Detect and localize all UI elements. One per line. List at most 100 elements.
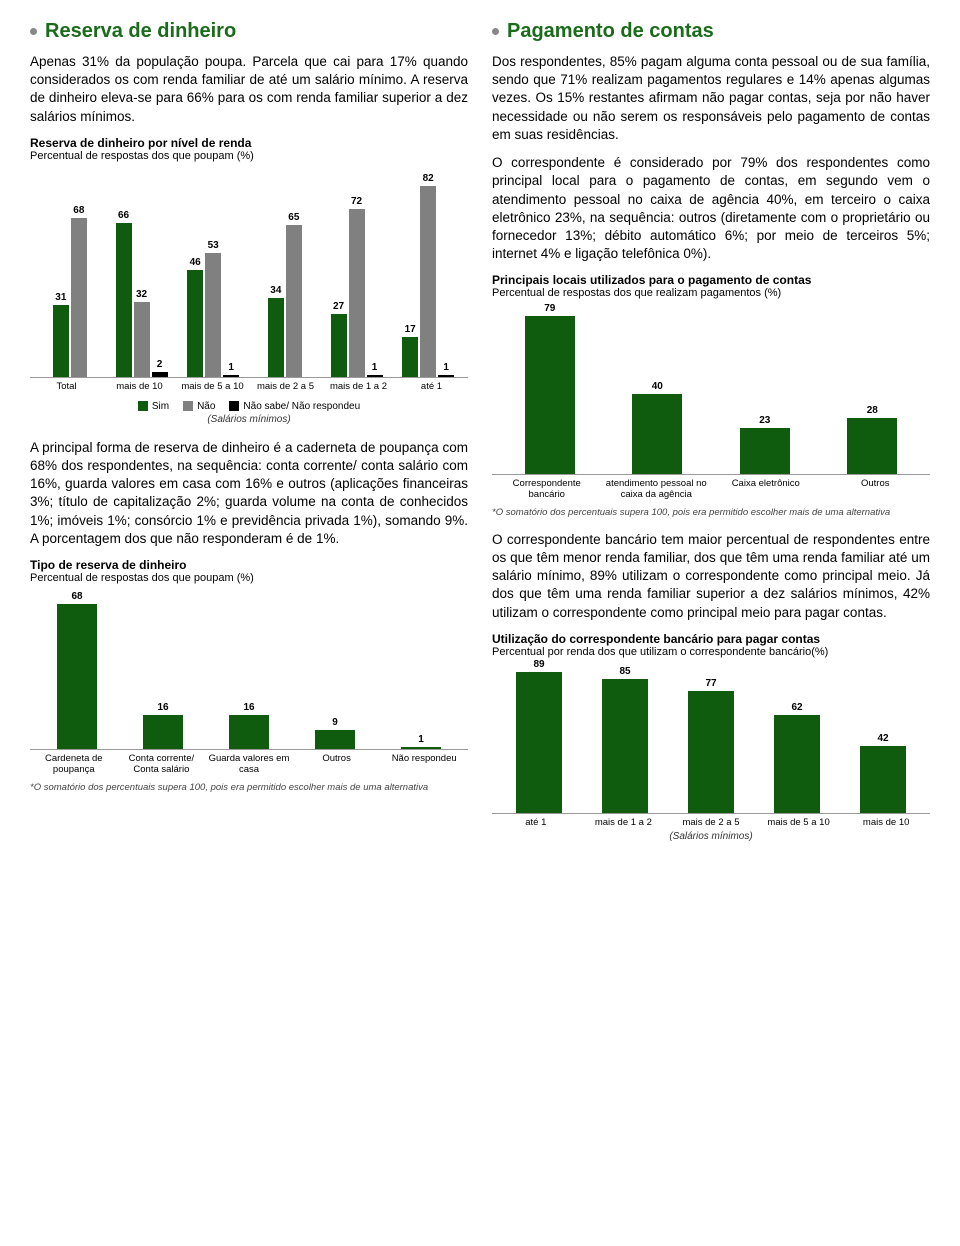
bar-value-label: 31	[55, 292, 66, 303]
bar-group: 68	[34, 591, 120, 749]
category-label: até 1	[395, 382, 468, 393]
bar-value-label: 89	[533, 659, 544, 670]
bar-value-label: 2	[157, 359, 163, 370]
bar-wrap: 1	[223, 362, 239, 377]
bar-wrap: 1	[401, 734, 441, 749]
bar-group: 16	[206, 702, 292, 749]
bar-value-label: 9	[332, 717, 338, 728]
bar	[402, 337, 418, 377]
left-title-text: Reserva de dinheiro	[45, 20, 236, 43]
bar-group: 23	[711, 415, 819, 474]
bar-value-label: 79	[544, 303, 555, 314]
bar	[187, 270, 203, 377]
bar-wrap: 1	[438, 362, 454, 377]
bar-wrap: 65	[286, 212, 302, 377]
rchart1-footnote: *O somatório dos percentuais supera 100,…	[492, 507, 930, 518]
bar-group: 85	[582, 666, 668, 813]
left-title: Reserva de dinheiro	[30, 20, 468, 43]
bar-wrap: 32	[134, 289, 150, 377]
bar-group: 17 82 1	[392, 173, 464, 377]
bar-wrap: 82	[420, 173, 436, 377]
bar-wrap: 62	[774, 702, 820, 813]
left-column: Reserva de dinheiro Apenas 31% da popula…	[30, 20, 468, 842]
bullet-icon	[30, 28, 37, 35]
bar-wrap: 77	[688, 678, 734, 813]
bar-value-label: 42	[877, 733, 888, 744]
bar-value-label: 62	[791, 702, 802, 713]
category-label: Total	[30, 382, 103, 393]
category-label: Caixa eletrônico	[711, 479, 821, 501]
bar-group: 1	[378, 734, 464, 749]
legend-swatch	[229, 401, 239, 411]
bar-value-label: 23	[759, 415, 770, 426]
bar-value-label: 32	[136, 289, 147, 300]
bar	[57, 604, 97, 749]
bar-wrap: 28	[847, 405, 897, 474]
category-label: mais de 2 a 5	[249, 382, 322, 393]
category-label: mais de 5 a 10	[755, 818, 843, 829]
chart1-subtitle: Percentual de respostas dos que poupam (…	[30, 150, 468, 162]
category-label: Outros	[821, 479, 931, 501]
category-label: atendimento pessoal no caixa da agência	[602, 479, 712, 501]
chart-tipo-reserva: Tipo de reserva de dinheiro Percentual d…	[30, 558, 468, 793]
category-label: até 1	[492, 818, 580, 829]
rchart1-title: Principais locais utilizados para o paga…	[492, 273, 930, 287]
chart2-footnote: *O somatório dos percentuais supera 100,…	[30, 782, 468, 793]
right-p2: O correspondente é considerado por 79% d…	[492, 154, 930, 263]
bar-value-label: 1	[418, 734, 424, 745]
chart2-subtitle: Percentual de respostas dos que poupam (…	[30, 572, 468, 584]
chart1-legend-note: (Salários mínimos)	[30, 414, 468, 425]
bar-value-label: 1	[228, 362, 234, 373]
chart-locais-pagamento: Principais locais utilizados para o paga…	[492, 273, 930, 518]
bar-wrap: 9	[315, 717, 355, 749]
bar-wrap: 31	[53, 292, 69, 377]
bar-group: 77	[668, 678, 754, 813]
bar-wrap: 27	[331, 301, 347, 377]
bar	[420, 186, 436, 377]
category-label: Não respondeu	[380, 754, 468, 776]
category-label: mais de 1 a 2	[580, 818, 668, 829]
page: Reserva de dinheiro Apenas 31% da popula…	[30, 20, 930, 842]
bar	[223, 375, 239, 377]
bar-wrap: 85	[602, 666, 648, 813]
bar-wrap: 46	[187, 257, 203, 377]
bar-wrap: 79	[525, 303, 575, 474]
chart1-title: Reserva de dinheiro por nível de renda	[30, 136, 468, 150]
bullet-icon	[492, 28, 499, 35]
bar-wrap: 23	[740, 415, 790, 474]
bar	[315, 730, 355, 749]
legend-item: Sim	[138, 401, 169, 412]
category-label: Correspondente bancário	[492, 479, 602, 501]
legend-item: Não sabe/ Não respondeu	[229, 401, 360, 412]
bar	[229, 715, 269, 749]
bar	[525, 316, 575, 474]
bar-group: 66 32 2	[106, 210, 178, 377]
bar-wrap: 66	[116, 210, 132, 377]
bar-wrap: 53	[205, 240, 221, 377]
rchart2-subtitle: Percentual por renda dos que utilizam o …	[492, 646, 930, 658]
bar-group: 42	[840, 733, 926, 812]
bar-group: 4653 1	[177, 240, 249, 377]
bar	[286, 225, 302, 377]
bar-value-label: 17	[405, 324, 416, 335]
bar-wrap: 16	[229, 702, 269, 749]
bar	[143, 715, 183, 749]
legend-swatch	[138, 401, 148, 411]
bar	[53, 305, 69, 377]
bar-value-label: 72	[351, 196, 362, 207]
bar-value-label: 85	[619, 666, 630, 677]
legend-swatch	[183, 401, 193, 411]
bar-wrap: 68	[71, 205, 87, 377]
right-p3: O correspondente bancário tem maior perc…	[492, 531, 930, 622]
category-label: Conta corrente/ Conta salário	[118, 754, 206, 776]
bar-group: 28	[819, 405, 927, 474]
left-p1: Apenas 31% da população poupa. Parcela q…	[30, 53, 468, 126]
bar	[602, 679, 648, 813]
bar-value-label: 66	[118, 210, 129, 221]
bar-value-label: 68	[71, 591, 82, 602]
bar-group: 27721	[321, 196, 393, 377]
bar-group: 40	[604, 381, 712, 474]
bar	[438, 375, 454, 377]
rchart1-subtitle: Percentual de respostas dos que realizam…	[492, 287, 930, 299]
bar-value-label: 82	[423, 173, 434, 184]
